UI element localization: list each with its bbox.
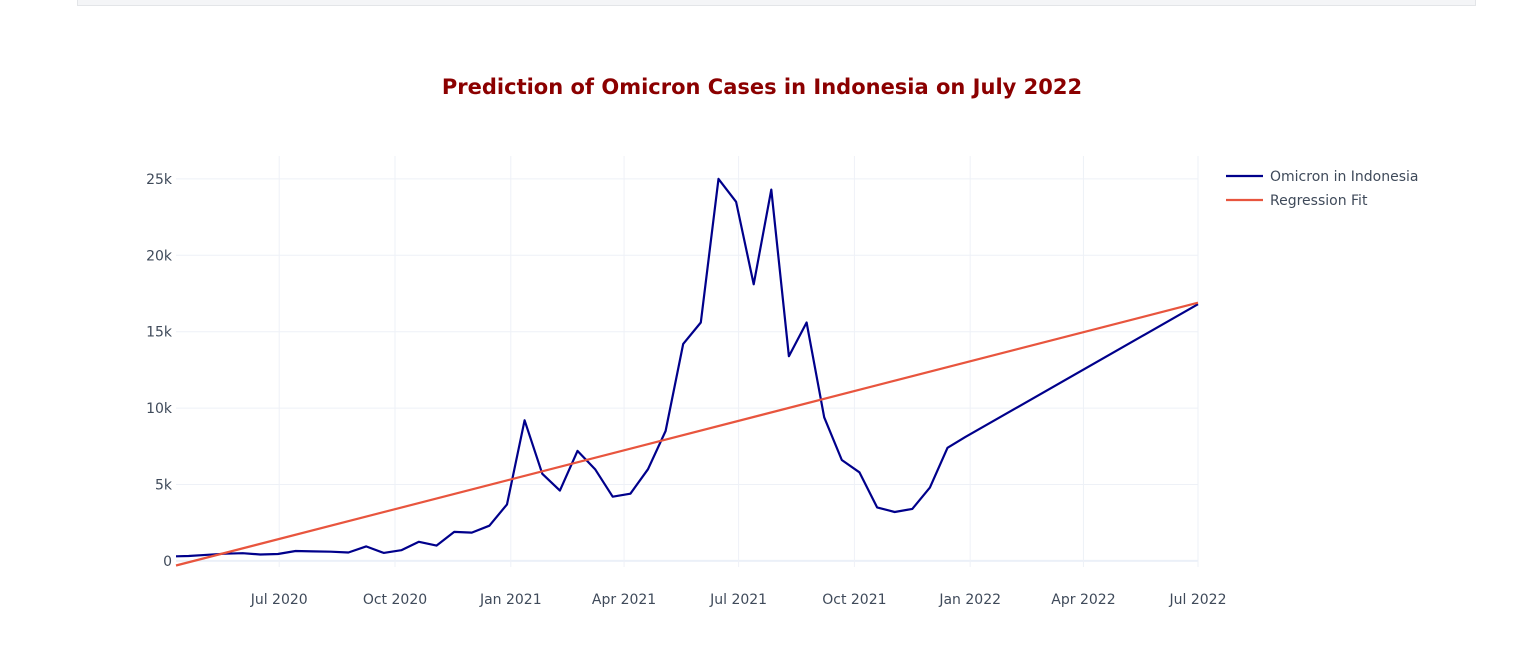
x-tick-label: Jan 2021 — [479, 592, 542, 608]
omicron-series-line[interactable] — [175, 177, 1199, 558]
x-tick-label: Oct 2020 — [363, 592, 427, 608]
y-tick-label: 25k — [146, 172, 173, 188]
legend[interactable]: Omicron in Indonesia Regression Fit — [1226, 169, 1419, 209]
x-tick-label: Jul 2021 — [709, 592, 767, 608]
y-axis-ticks: 0 5k 10k 15k 20k 25k — [146, 172, 173, 570]
x-tick-label: Jul 2022 — [1169, 592, 1227, 608]
y-tick-label: 15k — [146, 325, 173, 341]
x-tick-label: Oct 2021 — [822, 592, 886, 608]
grid-lines — [176, 156, 1199, 567]
y-tick-label: 5k — [155, 477, 173, 493]
y-tick-label: 10k — [146, 401, 173, 417]
legend-label: Omicron in Indonesia — [1270, 169, 1419, 185]
regression-fit-line[interactable] — [175, 301, 1199, 567]
legend-label: Regression Fit — [1270, 193, 1368, 209]
x-tick-label: Jan 2022 — [938, 592, 1001, 608]
y-tick-label: 20k — [146, 248, 173, 264]
x-axis-ticks: Jul 2020 Oct 2020 Jan 2021 Apr 2021 Jul 2021… — [250, 592, 1227, 608]
x-tick-label: Apr 2021 — [592, 592, 656, 608]
x-tick-label: Apr 2022 — [1051, 592, 1115, 608]
top-toolbar-strip — [77, 0, 1476, 6]
x-tick-label: Jul 2020 — [250, 592, 308, 608]
legend-item[interactable]: Regression Fit — [1226, 193, 1368, 209]
chart-title: Prediction of Omicron Cases in Indonesia… — [442, 75, 1082, 99]
legend-item[interactable]: Omicron in Indonesia — [1226, 169, 1419, 185]
series-lines — [175, 177, 1199, 567]
y-tick-label: 0 — [163, 554, 172, 570]
